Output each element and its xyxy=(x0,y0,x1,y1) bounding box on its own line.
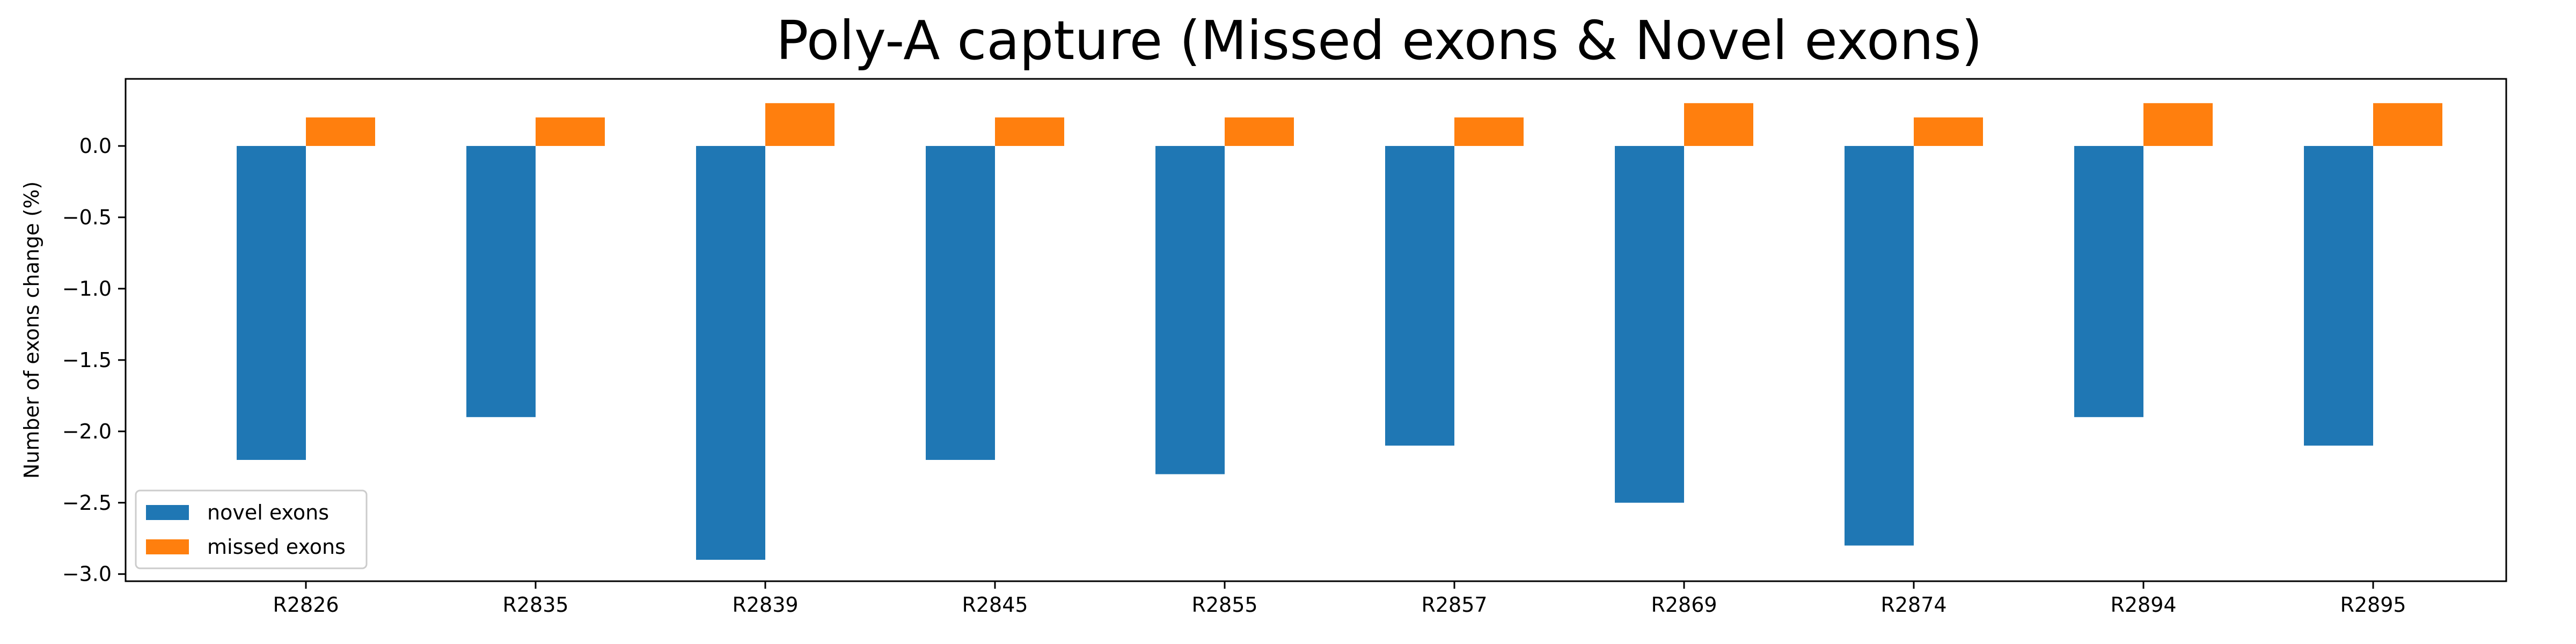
bar-missed-exons-R2857 xyxy=(1454,117,1524,146)
bar-novel-exons-R2895 xyxy=(2304,145,2373,446)
legend: novel exons missed exons xyxy=(135,489,368,569)
bar-novel-exons-R2869 xyxy=(1615,145,1684,503)
x-tick-label: R2869 xyxy=(1651,593,1717,617)
x-tick-label: R2845 xyxy=(962,593,1028,617)
x-tick-label: R2857 xyxy=(1421,593,1487,617)
x-tick-label: R2894 xyxy=(2110,593,2176,617)
bar-missed-exons-R2874 xyxy=(1914,117,1983,146)
x-tick-label: R2874 xyxy=(1880,593,1946,617)
x-axis: R2826 R2835 R2839 R2845 R2855 R2857 R2869 R2874… xyxy=(273,581,2406,617)
chart-title: Poly-A capture (Missed exons & Novel exo… xyxy=(776,9,1982,72)
bar-novel-exons-R2845 xyxy=(926,145,995,460)
bar-missed-exons-R2855 xyxy=(1225,117,1294,146)
plot-area-frame xyxy=(125,78,2507,582)
y-axis-label: Number of exons change (%) xyxy=(20,181,43,479)
legend-label-novel-exons: novel exons xyxy=(207,501,329,524)
bar-missed-exons-R2839 xyxy=(765,103,835,146)
legend-swatch-missed-exons xyxy=(146,539,189,554)
y-tick-label: −2.0 xyxy=(62,420,112,443)
y-axis: 0.0 −0.5 −1.0 −1.5 −2.0 −2.5 −3.0 xyxy=(62,134,126,586)
legend-box xyxy=(135,489,368,569)
bar-missed-exons-R2845 xyxy=(995,117,1064,146)
y-tick-label: −2.5 xyxy=(62,491,112,515)
y-tick-label: −0.5 xyxy=(62,206,112,229)
bar-missed-exons-R2869 xyxy=(1684,103,1753,146)
bar-novel-exons-R2857 xyxy=(1385,145,1454,446)
y-tick-label: −1.5 xyxy=(62,348,112,372)
bars-layer xyxy=(237,103,2442,560)
x-tick-label: R2835 xyxy=(502,593,568,617)
y-tick-label: −1.0 xyxy=(62,277,112,301)
x-tick-label: R2826 xyxy=(273,593,339,617)
y-tick-label: 0.0 xyxy=(79,134,112,158)
x-tick-label: R2839 xyxy=(732,593,798,617)
bar-missed-exons-R2835 xyxy=(536,117,605,146)
bar-novel-exons-R2835 xyxy=(466,145,536,418)
bar-novel-exons-R2826 xyxy=(237,145,306,460)
y-tick-label: −3.0 xyxy=(62,562,112,586)
bar-novel-exons-R2874 xyxy=(1845,145,1914,546)
bar-novel-exons-R2839 xyxy=(696,145,765,560)
bar-novel-exons-R2855 xyxy=(1155,145,1225,474)
bar-novel-exons-R2894 xyxy=(2074,145,2143,418)
legend-label-missed-exons: missed exons xyxy=(207,535,346,559)
bar-missed-exons-R2895 xyxy=(2373,103,2442,146)
bar-missed-exons-R2894 xyxy=(2143,103,2213,146)
x-tick-label: R2855 xyxy=(1191,593,1257,617)
x-tick-label: R2895 xyxy=(2340,593,2406,617)
bar-missed-exons-R2826 xyxy=(306,117,375,146)
legend-swatch-novel-exons xyxy=(146,505,189,520)
